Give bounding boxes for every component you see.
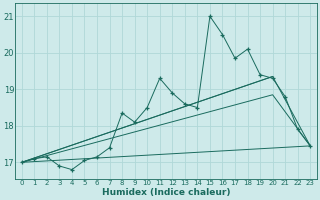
X-axis label: Humidex (Indice chaleur): Humidex (Indice chaleur) [102,188,230,197]
